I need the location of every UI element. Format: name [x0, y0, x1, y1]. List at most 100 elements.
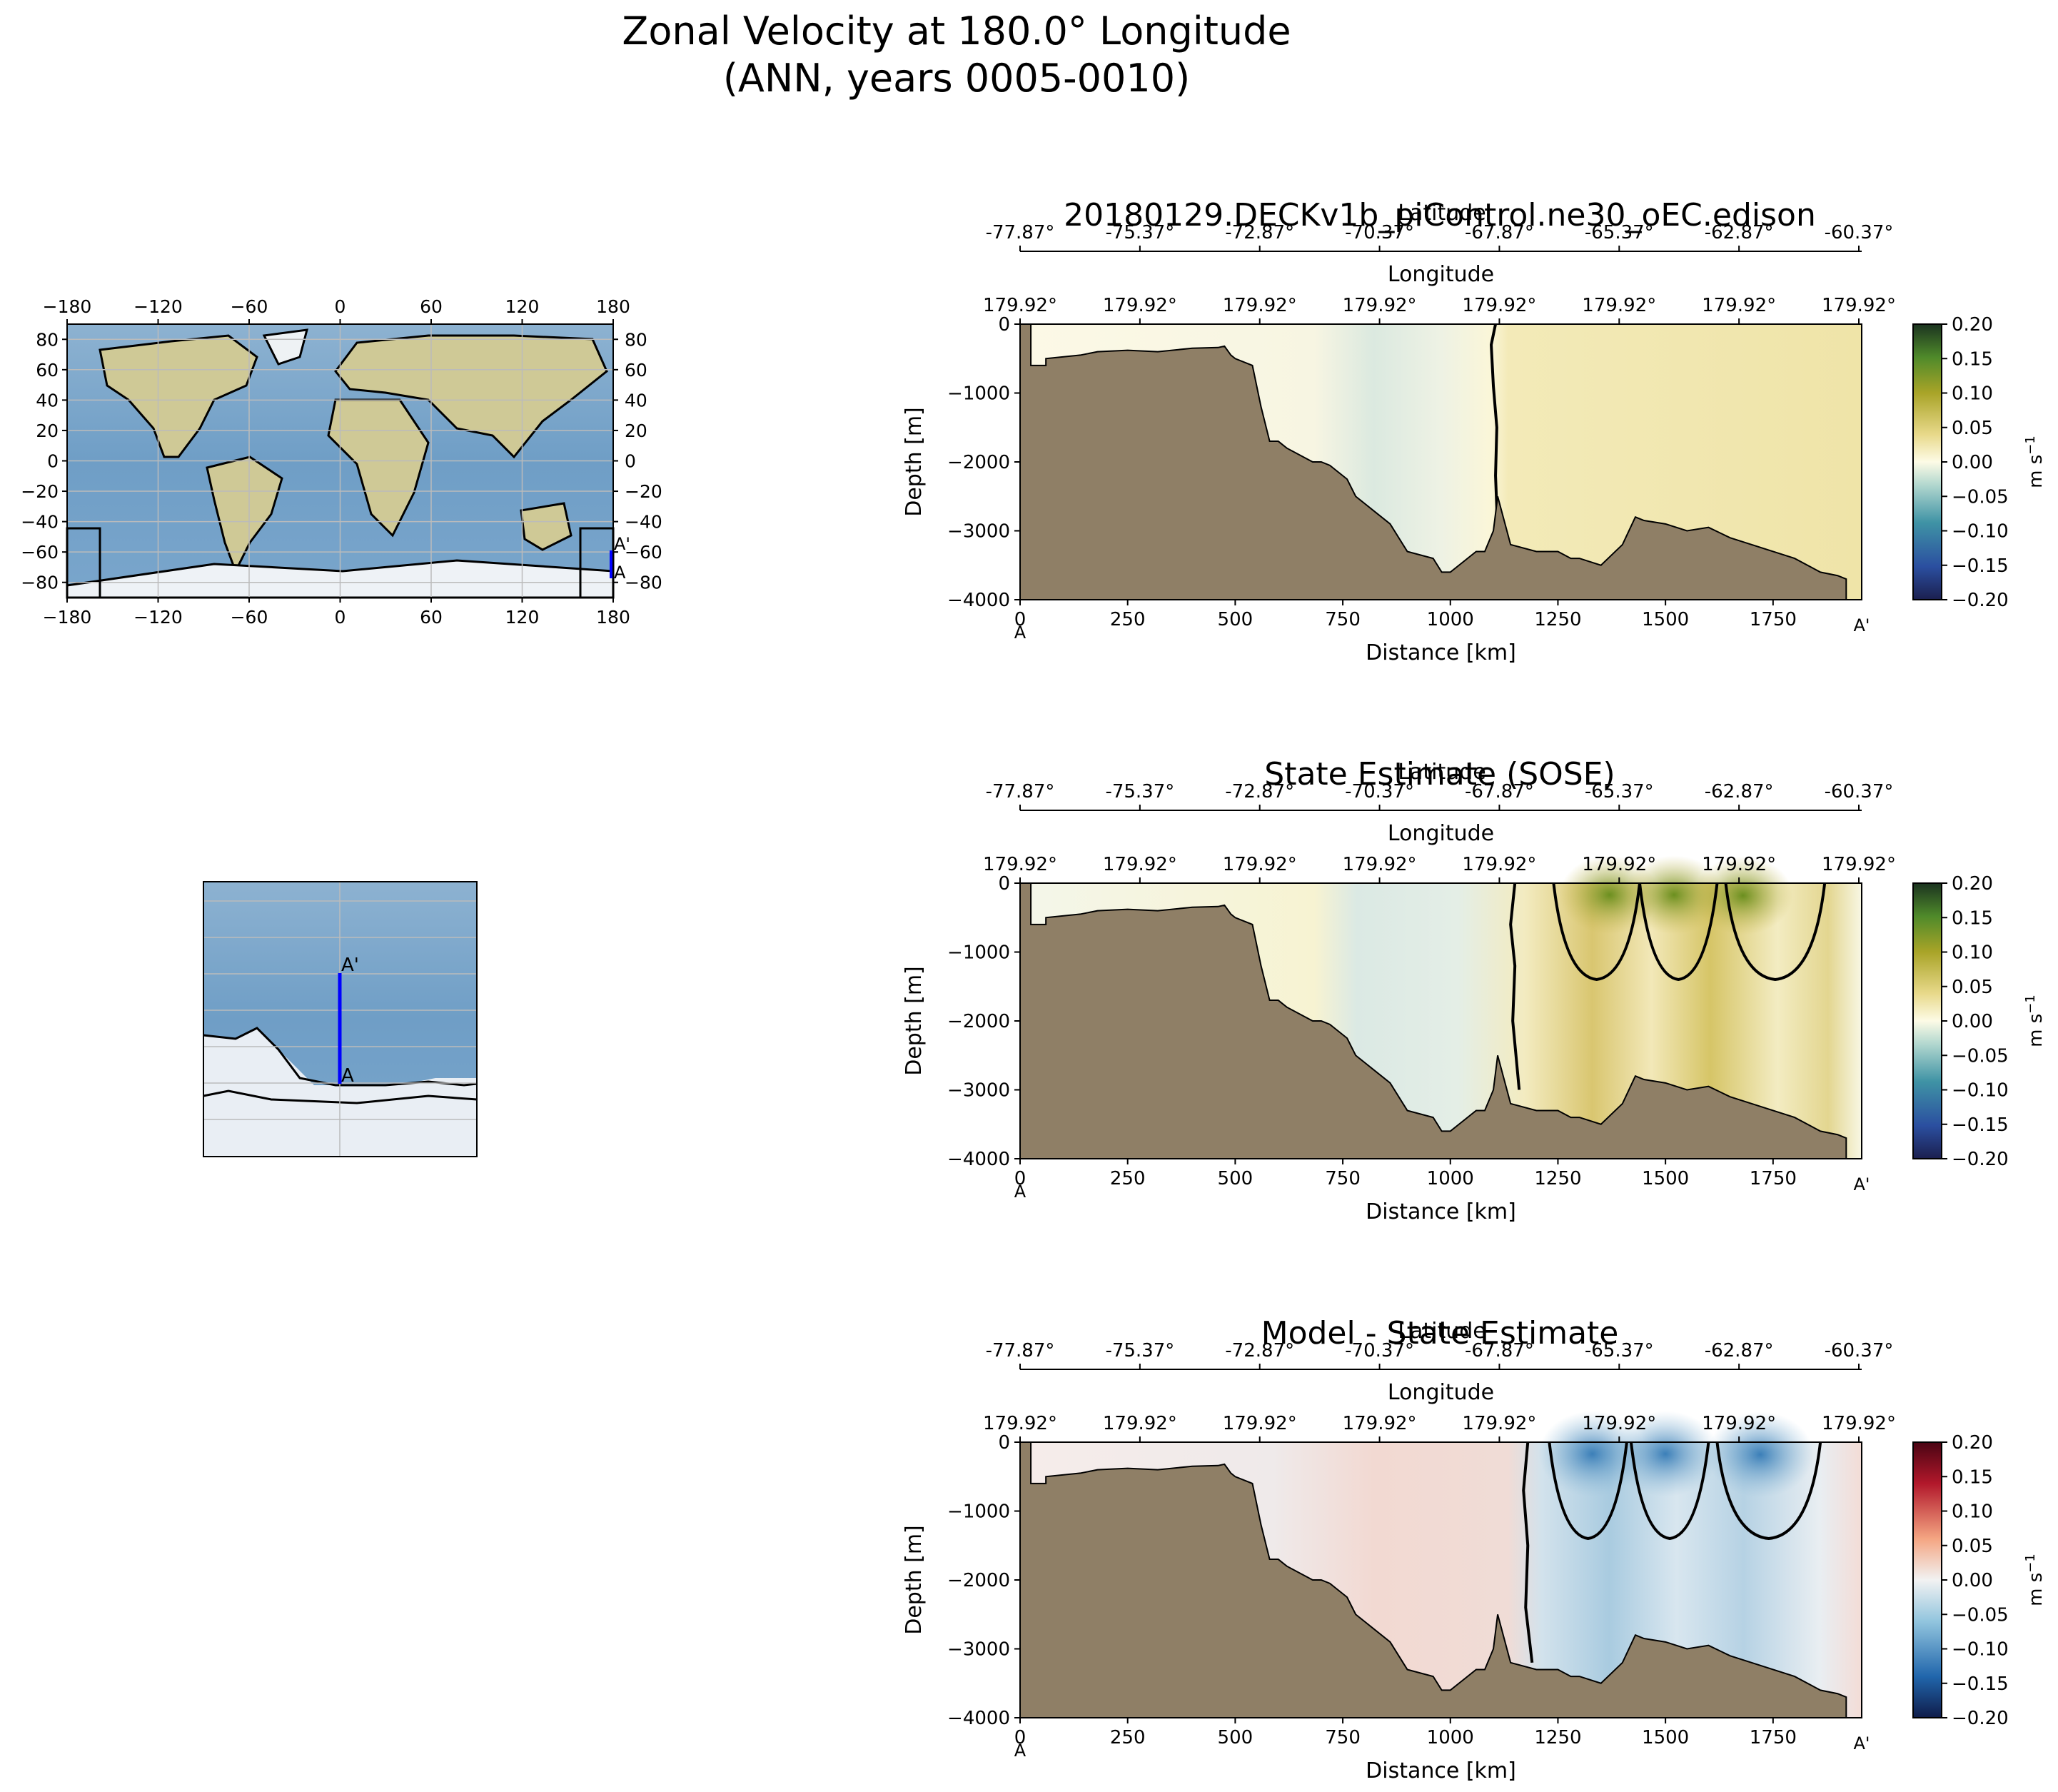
x-tick-label: 1000 — [1427, 1727, 1474, 1748]
colorbar-tick-label: 0.20 — [1952, 1432, 1993, 1454]
lat-tick-label: -77.87° — [986, 222, 1055, 243]
lon-tick-label: 179.92° — [1223, 295, 1297, 316]
lon-tick-label: 179.92° — [1582, 1413, 1656, 1434]
global-map-ticks: −180 −180 −120 −120 −60 −60 0 0 60 60 120 120 180 180… — [21, 296, 662, 628]
x-tick-label: 1500 — [1642, 609, 1689, 630]
map-right-tick-label: −40 — [625, 512, 662, 533]
greenland-shape — [262, 328, 309, 366]
y-tick-label: −1000 — [947, 942, 1010, 964]
lat-tick-label: -70.37° — [1345, 1340, 1414, 1361]
colorbar-tick-label: −0.05 — [1952, 1604, 2009, 1626]
map-bottom-tick-label: −60 — [231, 607, 268, 628]
y-tick-label: −3000 — [947, 521, 1010, 543]
map-left-tick-label: −20 — [21, 481, 59, 502]
x-tick-label: 750 — [1325, 1168, 1361, 1189]
x-tick-label: 250 — [1110, 609, 1146, 630]
colorbar-tick-label: 0.10 — [1952, 1501, 1993, 1523]
colorbar-tick-label: 0.15 — [1952, 1466, 1993, 1488]
x-axis-label: Distance [km] — [1366, 640, 1516, 665]
lon-tick-label: 179.92° — [1702, 1413, 1776, 1434]
lat-tick-label: -65.37° — [1585, 1340, 1654, 1361]
x-tick-label: 0 — [1014, 1727, 1027, 1748]
obs-section-panel: 0 250 500 750 1000 1250 1500 1750 A A' Distance [k… — [902, 756, 2047, 1224]
colorbar-tick-label: 0.00 — [1952, 452, 1993, 473]
x-tick-label: 0 — [1014, 609, 1027, 630]
colorbar-tick-label: 0.05 — [1952, 1536, 1993, 1557]
panel-title: Model - State Estimate — [1261, 1315, 1619, 1351]
lat-tick-label: -67.87° — [1465, 222, 1534, 243]
bathymetry — [1019, 882, 1847, 1159]
y-tick-label: −1000 — [947, 1501, 1010, 1523]
colorbar-tick-label: −0.20 — [1952, 1149, 2009, 1170]
map-bottom-tick-label: −180 — [43, 607, 92, 628]
lat-tick-label: -62.87° — [1705, 781, 1774, 802]
colorbar-unit-exponent: −1 — [2023, 436, 2038, 455]
colorbar-unit: m s — [2025, 1573, 2047, 1606]
x-tick-label: 250 — [1110, 1727, 1146, 1748]
y-axis-label: Depth [m] — [902, 407, 927, 517]
x-tick-label: 1500 — [1642, 1727, 1689, 1748]
map-left-tick-label: −60 — [21, 542, 59, 563]
x-tick-label: 750 — [1325, 1727, 1361, 1748]
lat-tick-label: -70.37° — [1345, 222, 1414, 243]
map-left-tick-label: 80 — [36, 329, 59, 350]
lat-tick-label: -67.87° — [1465, 781, 1534, 802]
colorbar — [1912, 323, 1942, 600]
x-tick-label: 1750 — [1750, 609, 1797, 630]
colorbar-tick-label: −0.20 — [1952, 1708, 2009, 1729]
y-tick-label: −3000 — [947, 1080, 1010, 1102]
colorbar-tick-label: 0.00 — [1952, 1011, 1993, 1032]
map-right-tick-label: −80 — [625, 573, 662, 593]
endpoint-a-label: A — [1014, 1741, 1027, 1761]
lat-axis-label: Latitude — [1398, 201, 1486, 226]
endpoint-a-label: A — [1014, 623, 1027, 643]
global-map-grid — [67, 324, 613, 598]
lat-tick-label: -75.37° — [1105, 781, 1174, 802]
velocity-contour — [1629, 1441, 1710, 1541]
colorbar-tick-label: 0.10 — [1952, 383, 1993, 405]
lat-tick-label: -72.87° — [1225, 222, 1294, 243]
lat-tick-label: -65.37° — [1585, 781, 1654, 802]
lat-tick-label: -60.37° — [1825, 1340, 1894, 1361]
map-left-tick-label: 40 — [36, 390, 59, 411]
colorbar-tick-label: 0.00 — [1952, 1570, 1993, 1591]
map-right-tick-label: 60 — [625, 360, 647, 381]
lat-axis-label: Latitude — [1398, 1319, 1486, 1344]
lat-tick-label: -65.37° — [1585, 222, 1654, 243]
y-tick-label: −3000 — [947, 1639, 1010, 1661]
model-section-panel: 0 250 500 750 1000 1250 1500 1750 A A' Distance [k… — [902, 197, 2047, 665]
lon-axis-label: Longitude — [1388, 821, 1494, 846]
map-right-tick-label: 40 — [625, 390, 647, 411]
colorbar-tick-label: −0.10 — [1952, 1639, 2009, 1661]
x-tick-label: 1250 — [1534, 1727, 1581, 1748]
figure-title-line1: Zonal Velocity at 180.0° Longitude — [622, 9, 1291, 54]
colorbar-unit-exponent: −1 — [2023, 1554, 2038, 1573]
lat-tick-label: -70.37° — [1345, 781, 1414, 802]
lat-tick-label: -77.87° — [986, 781, 1055, 802]
lon-tick-label: 179.92° — [1223, 1413, 1297, 1434]
colorbar-tick-label: −0.15 — [1952, 1673, 2009, 1695]
lon-tick-label: 179.92° — [1223, 854, 1297, 875]
lon-tick-label: 179.92° — [1822, 854, 1896, 875]
lat-tick-label: -60.37° — [1825, 222, 1894, 243]
colorbar-tick-label: −0.05 — [1952, 486, 2009, 508]
lon-tick-label: 179.92° — [983, 295, 1057, 316]
lat-tick-label: -75.37° — [1105, 222, 1174, 243]
velocity-minimum — [1538, 1411, 1646, 1497]
map-top-tick-label: −60 — [231, 296, 268, 317]
y-tick-label: −4000 — [947, 1708, 1010, 1729]
colorbar-tick-label: 0.20 — [1952, 873, 1993, 895]
figure-title-line2: (ANN, years 0005-0010) — [723, 56, 1190, 101]
velocity-contour — [1724, 882, 1827, 982]
lat-tick-label: -67.87° — [1465, 1340, 1534, 1361]
lon-tick-label: 179.92° — [1462, 295, 1536, 316]
continents — [66, 328, 615, 599]
map-top-tick-label: 0 — [335, 296, 346, 317]
x-tick-label: 1000 — [1427, 609, 1474, 630]
velocity-contour — [1548, 1441, 1628, 1541]
map-right-tick-label: −60 — [625, 542, 662, 563]
endpoint-a-prime-label: A' — [1853, 615, 1870, 635]
map-right-tick-label: 0 — [625, 451, 636, 472]
lat-tick-label: -60.37° — [1825, 781, 1894, 802]
